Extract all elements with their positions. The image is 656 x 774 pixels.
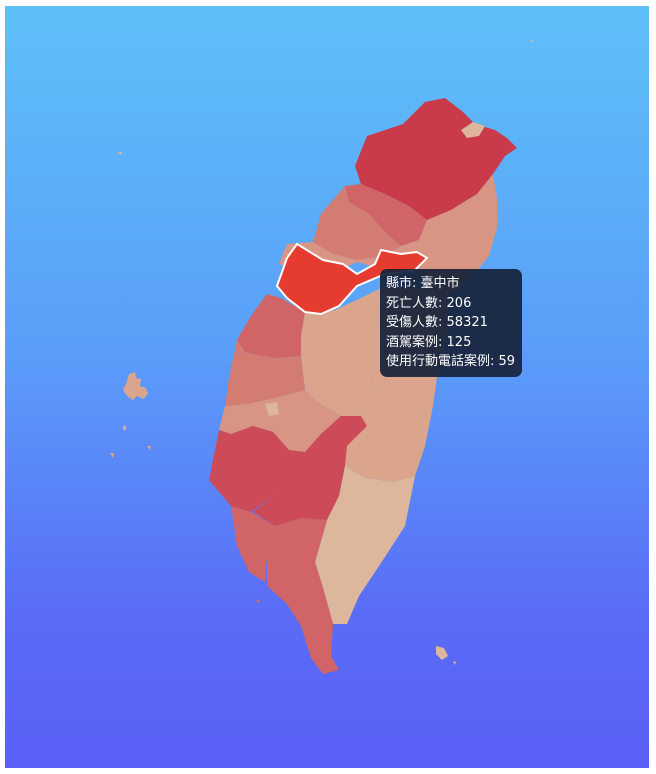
tooltip-row-deaths: 死亡人數: 206: [386, 295, 472, 311]
region-lanyu[interactable]: [436, 646, 448, 660]
region-liuqiu[interactable]: [256, 600, 260, 604]
region-chiayi[interactable]: [219, 390, 341, 452]
taiwan-map[interactable]: [5, 6, 649, 768]
region-penghu-islet-3[interactable]: [147, 446, 151, 450]
region-kaohsiung-city[interactable]: [231, 506, 275, 582]
region-penghu-islet[interactable]: [123, 425, 126, 430]
region-taitung[interactable]: [315, 466, 415, 624]
region-nantou[interactable]: [301, 286, 385, 416]
region-keelung[interactable]: [461, 122, 485, 138]
region-kaohsiung[interactable]: [253, 416, 367, 526]
map-background: 縣市: 臺中市 死亡人數: 206 受傷人數: 58321 酒駕案例: 125 …: [5, 6, 649, 768]
region-penghu[interactable]: [123, 372, 148, 400]
region-pingtung[interactable]: [267, 518, 339, 674]
tooltip-row-injuries: 受傷人數: 58321: [386, 315, 488, 330]
region-taoyuan[interactable]: [345, 184, 427, 246]
tooltip-row-phone-use: 使用行動電話案例: 59: [386, 354, 516, 369]
region-changhua[interactable]: [237, 294, 305, 358]
region-yilan[interactable]: [415, 174, 497, 294]
county-tooltip: 縣市: 臺中市 死亡人數: 206 受傷人數: 58321 酒駕案例: 125 …: [380, 269, 523, 377]
region-chiayi-city[interactable]: [265, 402, 279, 416]
tooltip-row-county: 縣市: 臺中市: [386, 276, 460, 291]
region-hsinchu[interactable]: [313, 186, 401, 260]
region-yunlin[interactable]: [225, 340, 305, 406]
region-penghu-islet-2[interactable]: [110, 453, 114, 458]
region-greenisland[interactable]: [453, 661, 456, 665]
region-tainan[interactable]: [209, 426, 305, 512]
region-pengjia[interactable]: [530, 40, 533, 43]
region-taichung-selected[interactable]: [275, 242, 429, 316]
tooltip-row-drunk-driving: 酒駕案例: 125: [386, 334, 472, 350]
region-matsu[interactable]: [118, 152, 122, 155]
